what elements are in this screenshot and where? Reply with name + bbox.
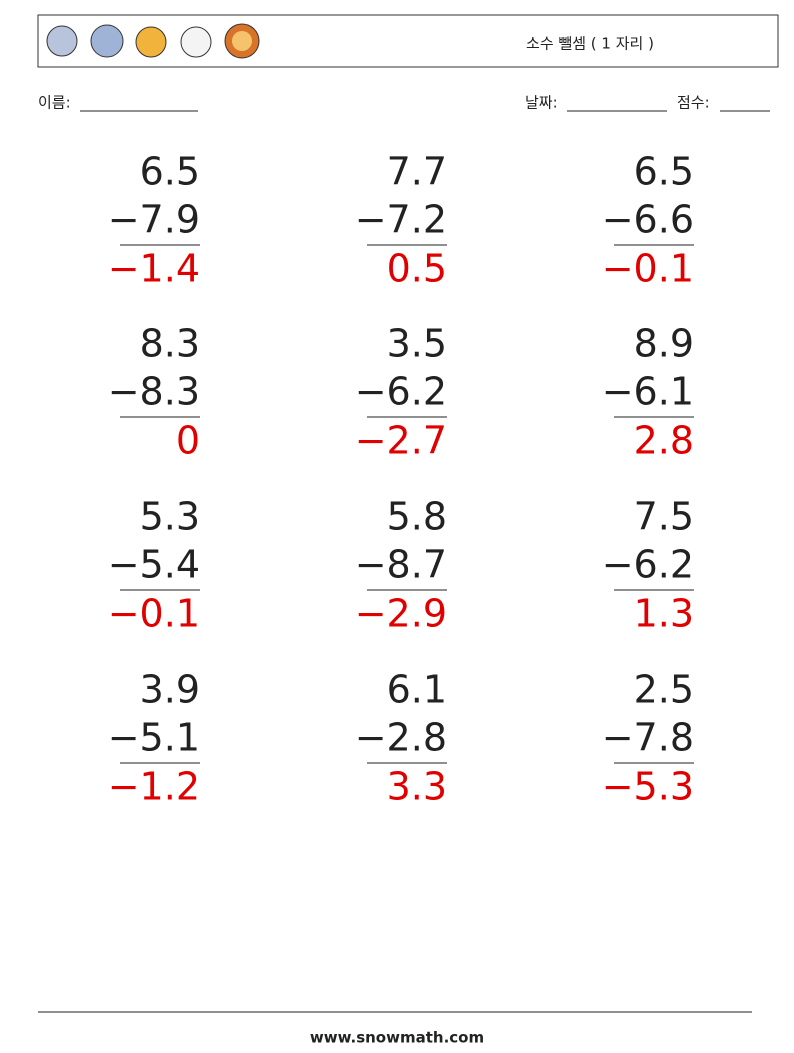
answer: −1.2 bbox=[108, 765, 200, 809]
bottom-number: −2.8 bbox=[355, 716, 447, 760]
answer: 3.3 bbox=[387, 765, 447, 809]
name-label: 이름: bbox=[38, 94, 71, 112]
answer: 0 bbox=[176, 419, 200, 463]
top-number: 8.9 bbox=[634, 322, 694, 366]
top-number: 7.7 bbox=[387, 150, 447, 194]
top-number: 5.8 bbox=[387, 495, 447, 539]
top-number: 3.9 bbox=[140, 668, 200, 712]
top-number: 6.1 bbox=[387, 668, 447, 712]
answer: −0.1 bbox=[108, 592, 200, 636]
answer: −5.3 bbox=[602, 765, 694, 809]
top-number: 6.5 bbox=[634, 150, 694, 194]
bottom-number: −8.7 bbox=[355, 543, 447, 587]
bottom-number: −6.2 bbox=[355, 370, 447, 414]
bottom-number: −5.4 bbox=[108, 543, 200, 587]
answer: −2.7 bbox=[355, 419, 447, 463]
bottom-number: −7.9 bbox=[108, 198, 200, 242]
top-number: 7.5 bbox=[634, 495, 694, 539]
answer: 0.5 bbox=[387, 247, 447, 291]
bottom-number: −8.3 bbox=[108, 370, 200, 414]
animal-icons bbox=[46, 23, 260, 59]
header-box bbox=[37, 14, 779, 68]
top-number: 2.5 bbox=[634, 668, 694, 712]
date-label: 날짜: bbox=[525, 94, 558, 112]
answer: −0.1 bbox=[602, 247, 694, 291]
bottom-number: −7.8 bbox=[602, 716, 694, 760]
answer: 1.3 bbox=[634, 592, 694, 636]
bottom-number: −6.6 bbox=[602, 198, 694, 242]
top-number: 6.5 bbox=[140, 150, 200, 194]
top-number: 5.3 bbox=[140, 495, 200, 539]
bottom-number: −5.1 bbox=[108, 716, 200, 760]
title: 소수 뺄셈 ( 1 자리 ) bbox=[526, 35, 654, 53]
answer: −2.9 bbox=[355, 592, 447, 636]
bottom-number: −6.1 bbox=[602, 370, 694, 414]
top-number: 3.5 bbox=[387, 322, 447, 366]
bottom-number: −6.2 bbox=[602, 543, 694, 587]
score-label: 점수: bbox=[677, 94, 710, 112]
footer-site: www.snowmath.com bbox=[310, 1029, 484, 1047]
problems: 6.5−7.9−1.47.7−7.20.56.5−6.6−0.18.3−8.30… bbox=[108, 150, 694, 809]
answer: 2.8 bbox=[634, 419, 694, 463]
top-number: 8.3 bbox=[140, 322, 200, 366]
answer: −1.4 bbox=[108, 247, 200, 291]
bottom-number: −7.2 bbox=[355, 198, 447, 242]
